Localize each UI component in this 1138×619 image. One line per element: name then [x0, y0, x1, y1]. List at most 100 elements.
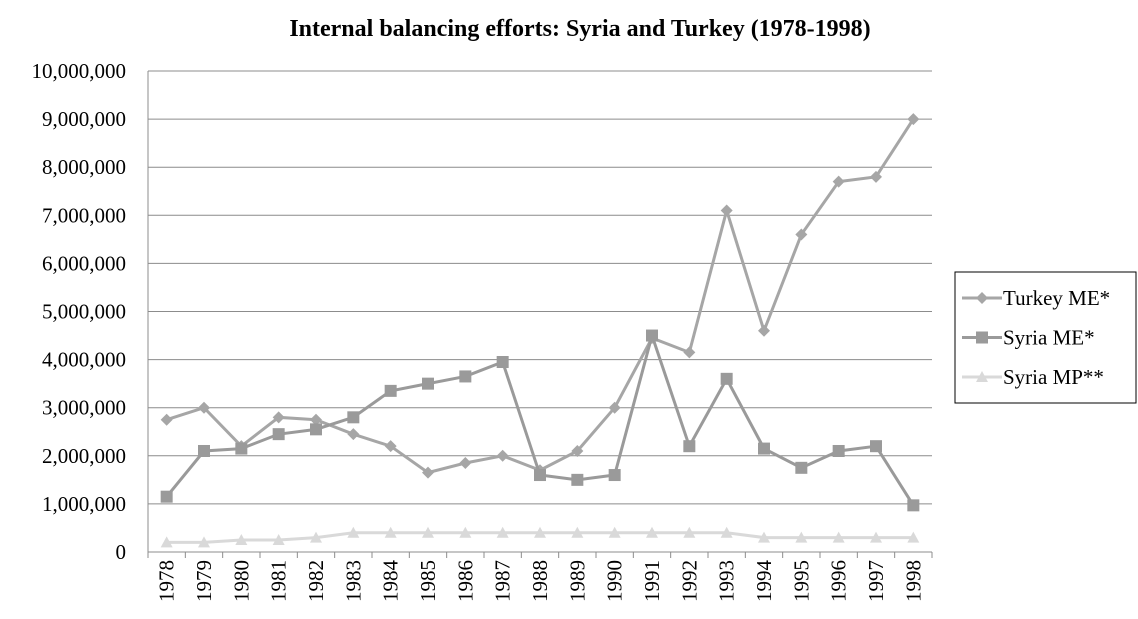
y-tick-label: 0 — [116, 540, 127, 564]
data-point — [235, 533, 248, 545]
data-point — [683, 440, 696, 453]
legend-label: Syria MP** — [1003, 365, 1104, 389]
data-point — [384, 384, 397, 397]
y-tick-label: 4,000,000 — [42, 348, 126, 372]
y-tick-label: 5,000,000 — [42, 300, 126, 324]
data-point — [907, 531, 920, 543]
y-tick-label: 6,000,000 — [42, 251, 126, 275]
data-point — [795, 228, 808, 241]
data-point — [795, 531, 808, 543]
data-point — [683, 346, 696, 359]
data-point — [832, 444, 845, 457]
y-tick-label: 2,000,000 — [42, 444, 126, 468]
data-point — [272, 533, 285, 545]
data-point — [571, 444, 584, 457]
data-point — [832, 531, 845, 543]
x-tick-label: 1983 — [341, 560, 365, 602]
legend-marker — [976, 331, 988, 344]
data-point — [310, 423, 322, 436]
x-tick-label: 1978 — [155, 560, 179, 602]
x-tick-label: 1982 — [304, 560, 328, 602]
data-point — [198, 444, 210, 457]
x-tick-label: 1994 — [752, 560, 776, 603]
x-tick-label: 1986 — [453, 560, 477, 602]
data-point — [870, 531, 882, 543]
data-point — [347, 411, 360, 424]
x-tick-label: 1995 — [789, 560, 813, 602]
data-point — [758, 442, 770, 455]
data-point — [347, 428, 360, 441]
data-point — [347, 526, 360, 538]
data-point — [160, 536, 173, 548]
data-point — [758, 324, 770, 337]
x-tick-label: 1991 — [640, 560, 664, 602]
data-point — [683, 526, 696, 538]
data-point — [646, 526, 658, 538]
data-point — [534, 469, 546, 482]
x-tick-label: 1988 — [528, 560, 552, 602]
data-point — [571, 526, 584, 538]
x-tick-label: 1979 — [192, 560, 216, 602]
x-tick-label: 1997 — [864, 560, 888, 602]
data-point — [870, 440, 882, 453]
legend-box — [954, 271, 1137, 404]
data-point — [534, 526, 546, 538]
data-point — [720, 204, 733, 217]
x-tick-label: 1987 — [491, 560, 515, 602]
chart-title: Internal balancing efforts: Syria and Tu… — [289, 16, 870, 42]
data-point — [571, 473, 584, 486]
x-tick-label: 1992 — [677, 560, 701, 602]
data-point — [720, 526, 733, 538]
data-point — [384, 526, 397, 538]
x-tick-label: 1981 — [267, 560, 291, 602]
data-point — [459, 370, 472, 383]
x-tick-label: 1998 — [901, 560, 925, 602]
x-tick-label: 1989 — [565, 560, 589, 602]
data-point — [795, 461, 808, 474]
x-tick-label: 1985 — [416, 560, 440, 602]
legend-marker — [976, 292, 988, 304]
data-point — [310, 413, 322, 426]
legend-label: Syria ME* — [1003, 326, 1095, 350]
data-point — [272, 411, 285, 424]
x-tick-label: 1990 — [603, 560, 627, 602]
data-point — [907, 113, 920, 126]
y-tick-label: 7,000,000 — [42, 203, 126, 227]
data-point — [422, 526, 434, 538]
y-tick-label: 3,000,000 — [42, 396, 126, 420]
data-point — [608, 526, 621, 538]
data-point — [459, 526, 472, 538]
legend-label: Turkey ME* — [1003, 286, 1110, 310]
x-tick-label: 1993 — [715, 560, 739, 602]
data-point — [870, 170, 882, 183]
data-point — [496, 449, 509, 462]
data-point — [758, 531, 770, 543]
data-point — [720, 372, 733, 385]
data-point — [198, 536, 210, 548]
data-point — [496, 526, 509, 538]
data-point — [384, 440, 397, 453]
legend-marker — [976, 371, 988, 382]
data-point — [235, 442, 248, 455]
y-tick-label: 8,000,000 — [42, 155, 126, 179]
data-point — [496, 356, 509, 369]
data-point — [422, 377, 434, 390]
data-point — [310, 531, 322, 543]
x-tick-label: 1996 — [827, 560, 851, 602]
data-point — [608, 469, 621, 482]
data-point — [832, 175, 845, 188]
data-point — [646, 329, 658, 342]
x-tick-label: 1980 — [229, 560, 253, 602]
data-point — [907, 499, 920, 512]
data-point — [198, 401, 210, 414]
y-tick-label: 1,000,000 — [42, 492, 126, 516]
data-point — [608, 401, 621, 414]
data-point — [422, 466, 434, 479]
data-point — [160, 490, 173, 503]
y-tick-label: 10,000,000 — [32, 59, 127, 83]
data-point — [272, 428, 285, 441]
y-tick-label: 9,000,000 — [42, 107, 126, 131]
data-point — [160, 413, 173, 426]
